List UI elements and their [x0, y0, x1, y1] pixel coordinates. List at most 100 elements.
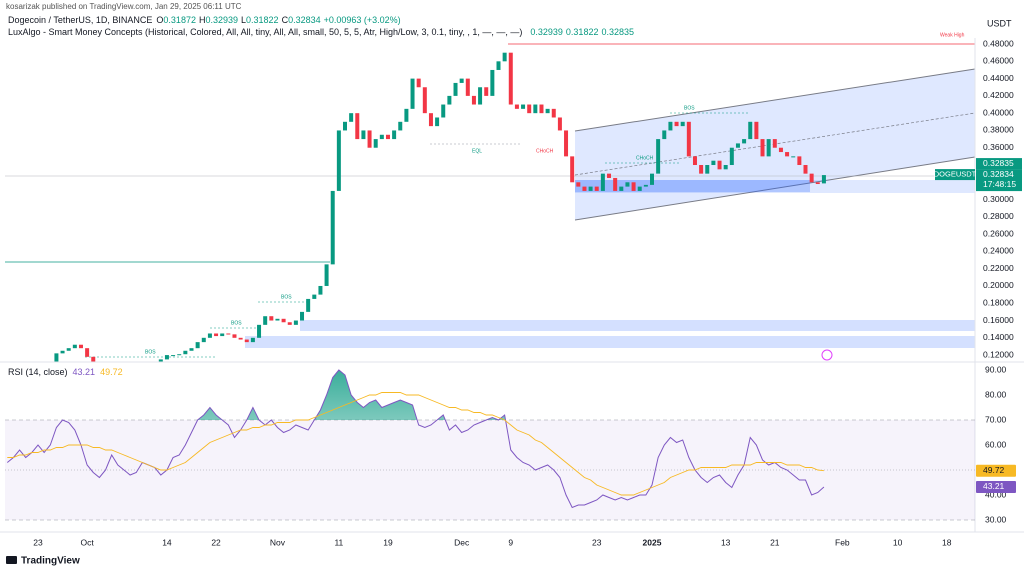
zone: [575, 180, 810, 192]
rsi-value-label: 49.72: [983, 465, 1005, 475]
candle-body: [748, 121, 753, 140]
y-tick-label: 0.44000: [983, 73, 1014, 83]
candle-body: [164, 355, 169, 360]
x-tick-label: 14: [162, 537, 172, 547]
rsi-legend: RSI (14, close) 43.21 49.72: [8, 367, 123, 377]
x-tick-label: Dec: [454, 537, 470, 547]
c-label: C: [282, 15, 289, 25]
candle-body: [631, 182, 636, 191]
y-tick-label: 0.26000: [983, 228, 1014, 238]
candle-body: [54, 353, 59, 362]
symbol-tag-box: [935, 169, 975, 181]
candle-body: [355, 113, 360, 140]
candle-body: [318, 285, 323, 295]
y-tick-label: 0.14000: [983, 332, 1014, 342]
rsi-title: RSI (14, close): [8, 367, 68, 377]
candle-body: [674, 121, 679, 127]
candle-body: [502, 52, 507, 62]
footer: TradingView: [6, 556, 80, 567]
candle-body: [238, 337, 243, 340]
candle-body: [539, 104, 544, 114]
x-tick-label: 11: [334, 537, 343, 547]
candle-body: [821, 175, 826, 184]
alert-icon[interactable]: [821, 349, 833, 361]
y-tick-label: 0.12000: [983, 349, 1014, 359]
annotation: Weak High: [940, 32, 965, 38]
zone: [245, 336, 975, 348]
candle-body: [717, 160, 722, 170]
candle-body: [490, 69, 495, 96]
indicator-value: 0.32939: [530, 27, 563, 37]
y-tick-label: 0.16000: [983, 315, 1014, 325]
candle-body: [214, 333, 219, 337]
candle-body: [422, 87, 427, 114]
rsi-pane: 30.0040.0050.0060.0070.0080.0090.0043.21…: [5, 364, 1016, 524]
candle-body: [484, 87, 489, 96]
annotation: EQL: [472, 148, 482, 154]
candle-body: [582, 186, 587, 191]
candle-body: [379, 134, 384, 140]
candle-body: [72, 344, 77, 349]
candle-body: [435, 117, 440, 127]
candle-body: [545, 108, 550, 114]
candle-body: [336, 130, 341, 191]
rsi-tick-label: 30.00: [985, 514, 1007, 524]
candle-body: [293, 320, 298, 325]
rsi-tick-label: 40.00: [985, 489, 1007, 499]
published-line: kosarizak published on TradingView.com, …: [6, 2, 242, 11]
axis-unit: USDT: [987, 18, 1012, 28]
rsi-tick-label: 70.00: [985, 414, 1007, 424]
candle-body: [60, 350, 65, 354]
candle-body: [478, 87, 483, 105]
candle-body: [257, 324, 262, 338]
candles: [54, 52, 826, 362]
indicator-name: LuxAlgo - Smart Money Concepts (Historic…: [8, 27, 522, 37]
candle-body: [398, 121, 403, 131]
x-tick-label: Nov: [270, 537, 286, 547]
candle-body: [588, 186, 593, 191]
candle-body: [312, 294, 317, 299]
candle-body: [373, 139, 378, 148]
candle-body: [392, 130, 397, 140]
indicator-legend: LuxAlgo - Smart Money Concepts (Historic…: [8, 27, 634, 37]
low-value: 0.31822: [246, 15, 279, 25]
candle-body: [385, 134, 390, 140]
rsi-band: [5, 420, 975, 520]
open-value: 0.31872: [163, 15, 196, 25]
candle-body: [797, 156, 802, 166]
candle-body: [300, 311, 305, 321]
l-label: L: [241, 15, 246, 25]
y-tick-label: 0.36000: [983, 142, 1014, 152]
symbol: Dogecoin / TetherUS, 1D, BINANCE: [8, 15, 152, 25]
candle-body: [330, 190, 335, 265]
candle-body: [766, 139, 771, 157]
candle-body: [729, 147, 734, 166]
annotation: BOS: [684, 105, 695, 111]
candle-body: [791, 156, 796, 158]
candle-body: [66, 348, 71, 351]
candle-body: [772, 139, 777, 148]
candle-body: [91, 356, 96, 362]
y-tick-label: 0.38000: [983, 125, 1014, 135]
channel-top: [574, 68, 976, 132]
candle-body: [416, 78, 421, 88]
candle-body: [85, 348, 90, 357]
candle-body: [662, 130, 667, 140]
rsi-tick-label: 80.00: [985, 389, 1007, 399]
candle-body: [201, 337, 206, 343]
candle-body: [367, 130, 372, 148]
candle-body: [428, 113, 433, 127]
candle-body: [244, 339, 249, 343]
x-tick-label: 9: [508, 537, 513, 547]
annotation: BOS: [281, 294, 292, 300]
rsi-value-box: [976, 480, 1016, 493]
high-value: 0.32939: [205, 15, 238, 25]
y-tick-label: 0.46000: [983, 56, 1014, 66]
candle-body: [324, 264, 329, 286]
candle-body: [226, 333, 231, 335]
indicator-price-label: 0.32835: [983, 158, 1014, 168]
candle-body: [754, 121, 759, 140]
candle-body: [815, 182, 820, 185]
rsi-tick-label: 90.00: [985, 364, 1007, 374]
x-tick-label: 23: [592, 537, 602, 547]
